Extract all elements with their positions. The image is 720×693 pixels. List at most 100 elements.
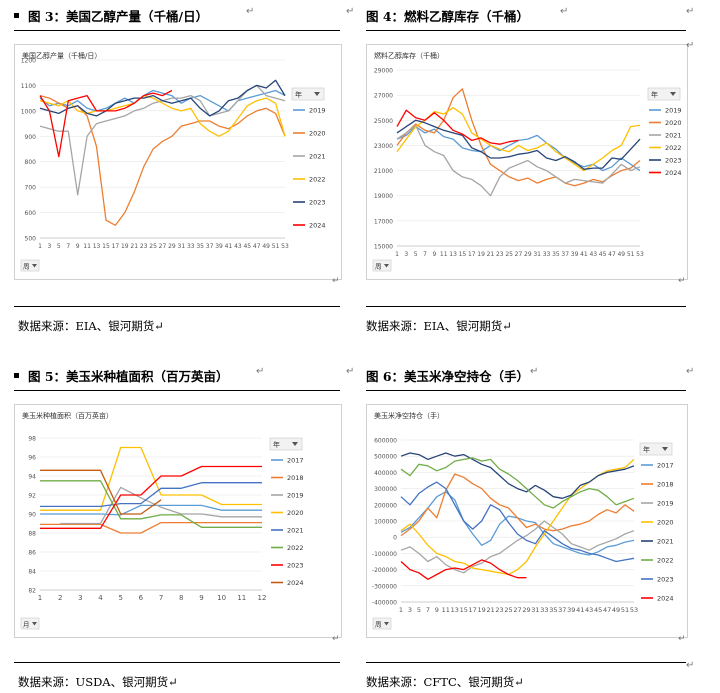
series-line-2021 <box>396 124 641 197</box>
dropdown-arrow-icon[interactable] <box>670 92 676 96</box>
series-line-2019 <box>400 520 635 574</box>
divider-line <box>14 390 340 391</box>
y-tick-label: 1200 <box>21 58 36 65</box>
y-tick-label: 25000 <box>374 118 393 125</box>
legend-filter-button[interactable] <box>639 442 673 456</box>
y-tick-label: 19000 <box>374 193 393 200</box>
field-filter-button[interactable] <box>20 259 40 272</box>
legend-label: 2022 <box>309 176 326 184</box>
x-tick-label: 5 <box>57 243 61 250</box>
x-tick-label: 31 <box>533 251 541 258</box>
x-tick-label: 7 <box>426 606 430 614</box>
series-line-2019 <box>60 486 262 525</box>
x-tick-label: 31 <box>531 606 539 614</box>
y-tick-label: 90 <box>28 512 36 519</box>
y-tick-label: 800 <box>25 159 37 166</box>
x-tick-label: 33 <box>540 606 548 614</box>
legend-filter-button[interactable] <box>269 437 303 451</box>
legend-label: 2023 <box>309 199 326 207</box>
divider-line <box>366 662 686 663</box>
x-tick-label: 13 <box>451 606 459 614</box>
legend-label: 2021 <box>287 527 304 535</box>
legend-filter-button[interactable] <box>647 87 681 101</box>
x-tick-label: 19 <box>121 243 129 250</box>
y-tick-label: -300000 <box>372 583 397 590</box>
x-tick-label: 12 <box>258 594 267 602</box>
x-tick-label: 7 <box>66 243 70 250</box>
series-line-2021 <box>400 452 635 499</box>
legend-label: 2021 <box>657 538 674 546</box>
figure-title: 图 3：美国乙醇产量（千桶/日） <box>28 9 209 24</box>
dropdown-arrow-icon[interactable] <box>292 442 298 446</box>
y-tick-label: 1000 <box>21 108 36 115</box>
y-tick-label: 500000 <box>374 454 397 461</box>
x-tick-label: 23 <box>496 251 504 258</box>
chart-title: 美国乙醇产量（千桶/日） <box>22 51 101 60</box>
x-tick-label: 51 <box>272 243 280 250</box>
y-tick-label: 200000 <box>374 502 397 509</box>
x-tick-label: 31 <box>178 243 186 250</box>
x-tick-label: 53 <box>281 243 289 250</box>
legend-label: 2023 <box>657 576 674 584</box>
y-tick-label: 900 <box>25 134 37 141</box>
return-mark: ↵ <box>256 366 265 377</box>
x-tick-label: 23 <box>495 606 503 614</box>
x-tick-label: 53 <box>636 251 644 258</box>
series-line-2020 <box>396 88 641 187</box>
data-source: 数据来源：CFTC、银河期货↵ <box>366 675 524 689</box>
x-tick-label: 5 <box>417 606 421 614</box>
return-mark: ↵ <box>246 6 255 17</box>
legend-title: 年 <box>643 445 650 454</box>
field-filter-button[interactable] <box>372 617 392 630</box>
legend-label: 2024 <box>657 595 674 603</box>
x-tick-label: 41 <box>576 606 584 614</box>
series-line-2024 <box>400 559 527 580</box>
return-mark: ↵ <box>686 40 695 51</box>
y-tick-label: 96 <box>28 455 36 462</box>
divider-line <box>366 390 686 391</box>
y-tick-label: 86 <box>28 550 36 557</box>
field-filter-button[interactable] <box>20 617 40 630</box>
x-tick-label: 9 <box>432 251 436 258</box>
return-mark: ↵ <box>560 6 569 17</box>
figure-bullet <box>14 373 19 378</box>
divider-line <box>14 662 340 663</box>
y-tick-label: 0 <box>393 535 397 542</box>
dropdown-arrow-icon[interactable] <box>32 622 37 626</box>
legend-filter-button[interactable] <box>291 87 325 101</box>
dropdown-arrow-icon[interactable] <box>314 92 320 96</box>
return-mark: ↵ <box>346 6 355 17</box>
y-tick-label: 1100 <box>21 83 36 90</box>
dropdown-arrow-icon[interactable] <box>384 264 389 268</box>
legend-label: 2021 <box>665 132 682 140</box>
x-tick-label: 11 <box>83 243 91 250</box>
x-tick-label: 45 <box>243 243 251 250</box>
dropdown-arrow-icon[interactable] <box>662 447 668 451</box>
x-tick-label: 39 <box>571 251 579 258</box>
series-line-2021 <box>40 482 262 508</box>
y-tick-label: 300000 <box>374 486 397 493</box>
y-tick-label: -200000 <box>372 567 397 574</box>
figure-bullet <box>14 13 19 18</box>
x-tick-label: 39 <box>567 606 575 614</box>
x-tick-label: 53 <box>630 606 638 614</box>
x-tick-label: 1 <box>38 243 42 250</box>
field-label: 周 <box>23 263 30 271</box>
x-tick-label: 29 <box>168 243 176 250</box>
x-tick-label: 27 <box>515 251 523 258</box>
x-tick-label: 23 <box>140 243 148 250</box>
dropdown-arrow-icon[interactable] <box>32 264 37 268</box>
series-line-2023 <box>39 79 286 117</box>
x-tick-label: 43 <box>589 251 597 258</box>
dropdown-arrow-icon[interactable] <box>384 622 389 626</box>
x-tick-label: 49 <box>262 243 270 250</box>
series-line-2018 <box>400 473 635 537</box>
field-filter-button[interactable] <box>372 259 392 272</box>
x-tick-label: 13 <box>449 251 457 258</box>
x-tick-label: 25 <box>149 243 157 250</box>
